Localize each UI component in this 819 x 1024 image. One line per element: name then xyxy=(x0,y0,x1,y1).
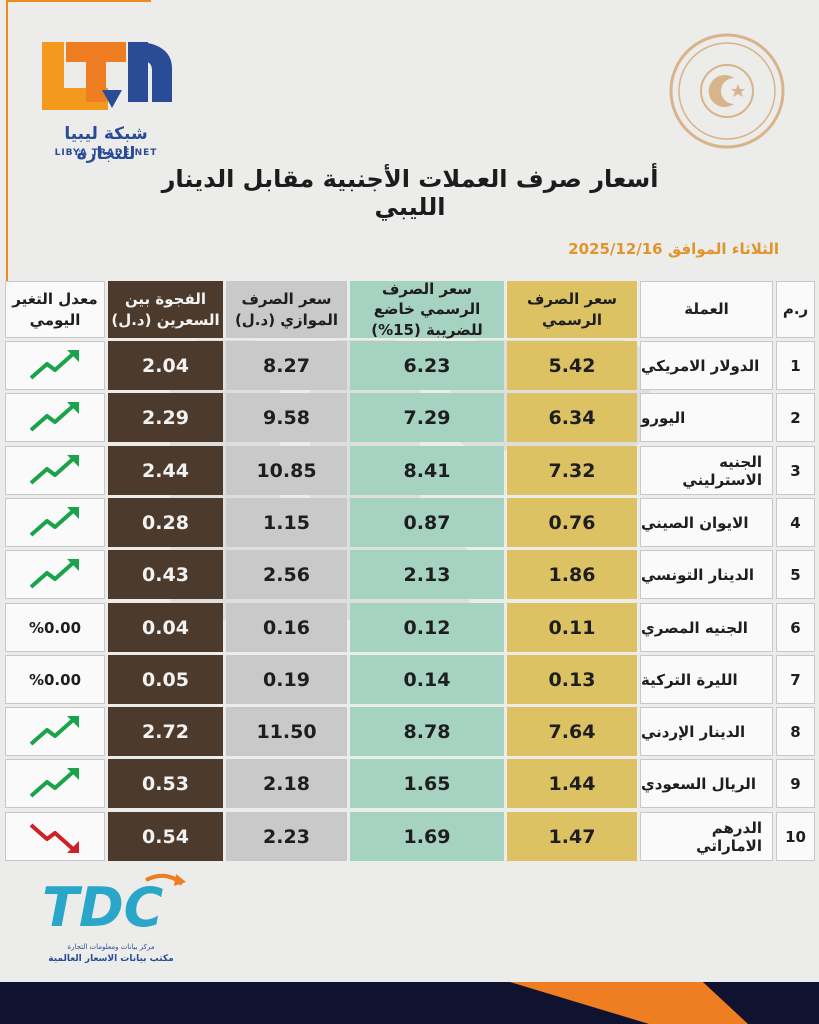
header-currency: العملة xyxy=(640,281,773,338)
trend-up-icon xyxy=(29,715,79,746)
cell-index: 10 xyxy=(776,812,815,861)
header-parallel: سعر الصرف الموازي (د.ل) xyxy=(226,281,347,338)
cell-index: 9 xyxy=(776,759,815,808)
cell-daily-change xyxy=(5,550,105,599)
cell-parallel: 8.27 xyxy=(226,341,347,390)
tdc-line-2: مكتب بيانات الاسعار العالمية xyxy=(48,954,174,964)
cell-official: 1.86 xyxy=(507,550,637,599)
cell-official: 5.42 xyxy=(507,341,637,390)
cell-official-taxed: 6.23 xyxy=(350,341,504,390)
header-gap: الفجوة بين السعرين (د.ل) xyxy=(108,281,223,338)
trend-down-icon xyxy=(29,822,79,853)
cell-official-taxed: 2.13 xyxy=(350,550,504,599)
cell-currency: الدرهم الاماراتي xyxy=(640,812,773,861)
trend-up-icon xyxy=(29,558,79,589)
cell-official-taxed: 7.29 xyxy=(350,393,504,442)
cell-gap: 2.44 xyxy=(108,446,223,495)
cell-official-taxed: 0.14 xyxy=(350,655,504,704)
cell-gap: 0.28 xyxy=(108,498,223,547)
government-seal-icon xyxy=(669,33,785,149)
tdc-logo: TDC مركز بيانات ومعلومات التجارة مكتب بي… xyxy=(36,868,196,968)
cell-daily-change xyxy=(5,759,105,808)
cell-daily-change: %0.00 xyxy=(5,603,105,652)
cell-currency: الليرة التركية xyxy=(640,655,773,704)
cell-official: 0.11 xyxy=(507,603,637,652)
trend-up-icon xyxy=(29,401,79,432)
cell-official: 1.47 xyxy=(507,812,637,861)
cell-daily-change xyxy=(5,341,105,390)
tdc-line-1: مركز بيانات ومعلومات التجارة xyxy=(67,943,155,951)
cell-parallel: 2.56 xyxy=(226,550,347,599)
cell-index: 8 xyxy=(776,707,815,756)
cell-official: 7.32 xyxy=(507,446,637,495)
trend-up-icon xyxy=(29,506,79,537)
cell-official: 1.44 xyxy=(507,759,637,808)
tdc-logo-icon: TDC xyxy=(42,873,186,939)
cell-daily-change xyxy=(5,707,105,756)
trend-up-icon xyxy=(29,349,79,380)
cell-official-taxed: 0.87 xyxy=(350,498,504,547)
cell-official: 6.34 xyxy=(507,393,637,442)
trend-up-icon xyxy=(29,767,79,798)
cell-gap: 0.05 xyxy=(108,655,223,704)
cell-parallel: 2.23 xyxy=(226,812,347,861)
cell-parallel: 11.50 xyxy=(226,707,347,756)
header-index: ر.م xyxy=(776,281,815,338)
trend-up-icon xyxy=(29,454,79,485)
cell-gap: 0.53 xyxy=(108,759,223,808)
cell-currency: الريال السعودي xyxy=(640,759,773,808)
cell-parallel: 1.15 xyxy=(226,498,347,547)
cell-gap: 2.72 xyxy=(108,707,223,756)
cell-currency: الدينار التونسي xyxy=(640,550,773,599)
cell-currency: الجنيه المصري xyxy=(640,603,773,652)
libya-trade-net-logo: شبكة ليبيا للتجارة LIBYA TRADE NET xyxy=(36,38,176,164)
cell-currency: الدينار الإردني xyxy=(640,707,773,756)
cell-gap: 2.29 xyxy=(108,393,223,442)
cell-official: 0.76 xyxy=(507,498,637,547)
cell-currency: الدولار الامريكي xyxy=(640,341,773,390)
cell-gap: 2.04 xyxy=(108,341,223,390)
cell-currency: اليورو xyxy=(640,393,773,442)
cell-currency: الجنيه الاسترليني xyxy=(640,446,773,495)
header-daily-change: معدل التغير اليومي xyxy=(5,281,105,338)
cell-official-taxed: 0.12 xyxy=(350,603,504,652)
cell-official-taxed: 1.69 xyxy=(350,812,504,861)
cell-official-taxed: 8.41 xyxy=(350,446,504,495)
header-official-taxed: سعر الصرف الرسمي خاضع للضريبة (15%) xyxy=(350,280,504,339)
header-official: سعر الصرف الرسمي xyxy=(507,281,637,338)
cell-parallel: 10.85 xyxy=(226,446,347,495)
brand-name-ar: شبكة ليبيا للتجارة xyxy=(64,124,148,164)
cell-official: 0.13 xyxy=(507,655,637,704)
cell-gap: 0.43 xyxy=(108,550,223,599)
cell-index: 4 xyxy=(776,498,815,547)
cell-official: 7.64 xyxy=(507,707,637,756)
cell-index: 7 xyxy=(776,655,815,704)
cell-daily-change xyxy=(5,446,105,495)
cell-official-taxed: 8.78 xyxy=(350,707,504,756)
cell-index: 2 xyxy=(776,393,815,442)
cell-currency: الايوان الصيني xyxy=(640,498,773,547)
cell-parallel: 9.58 xyxy=(226,393,347,442)
cell-index: 3 xyxy=(776,446,815,495)
cell-gap: 0.54 xyxy=(108,812,223,861)
cell-daily-change xyxy=(5,812,105,861)
tdc-logo-text: TDC xyxy=(42,876,164,939)
page-title: أسعار صرف العملات الأجنبية مقابل الدينار… xyxy=(161,165,659,221)
ltn-logo-icon xyxy=(42,42,172,110)
cell-daily-change xyxy=(5,498,105,547)
cell-index: 1 xyxy=(776,341,815,390)
cell-index: 5 xyxy=(776,550,815,599)
cell-parallel: 2.18 xyxy=(226,759,347,808)
cell-parallel: 0.16 xyxy=(226,603,347,652)
frame-accent-top xyxy=(6,0,151,2)
cell-official-taxed: 1.65 xyxy=(350,759,504,808)
cell-gap: 0.04 xyxy=(108,603,223,652)
cell-index: 6 xyxy=(776,603,815,652)
report-date: الثلاثاء الموافق 2025/12/16 xyxy=(568,240,779,258)
frame-accent-left xyxy=(6,0,8,285)
brand-name-en: LIBYA TRADE NET xyxy=(54,148,158,158)
cell-parallel: 0.19 xyxy=(226,655,347,704)
cell-daily-change: %0.00 xyxy=(5,655,105,704)
cell-daily-change xyxy=(5,393,105,442)
